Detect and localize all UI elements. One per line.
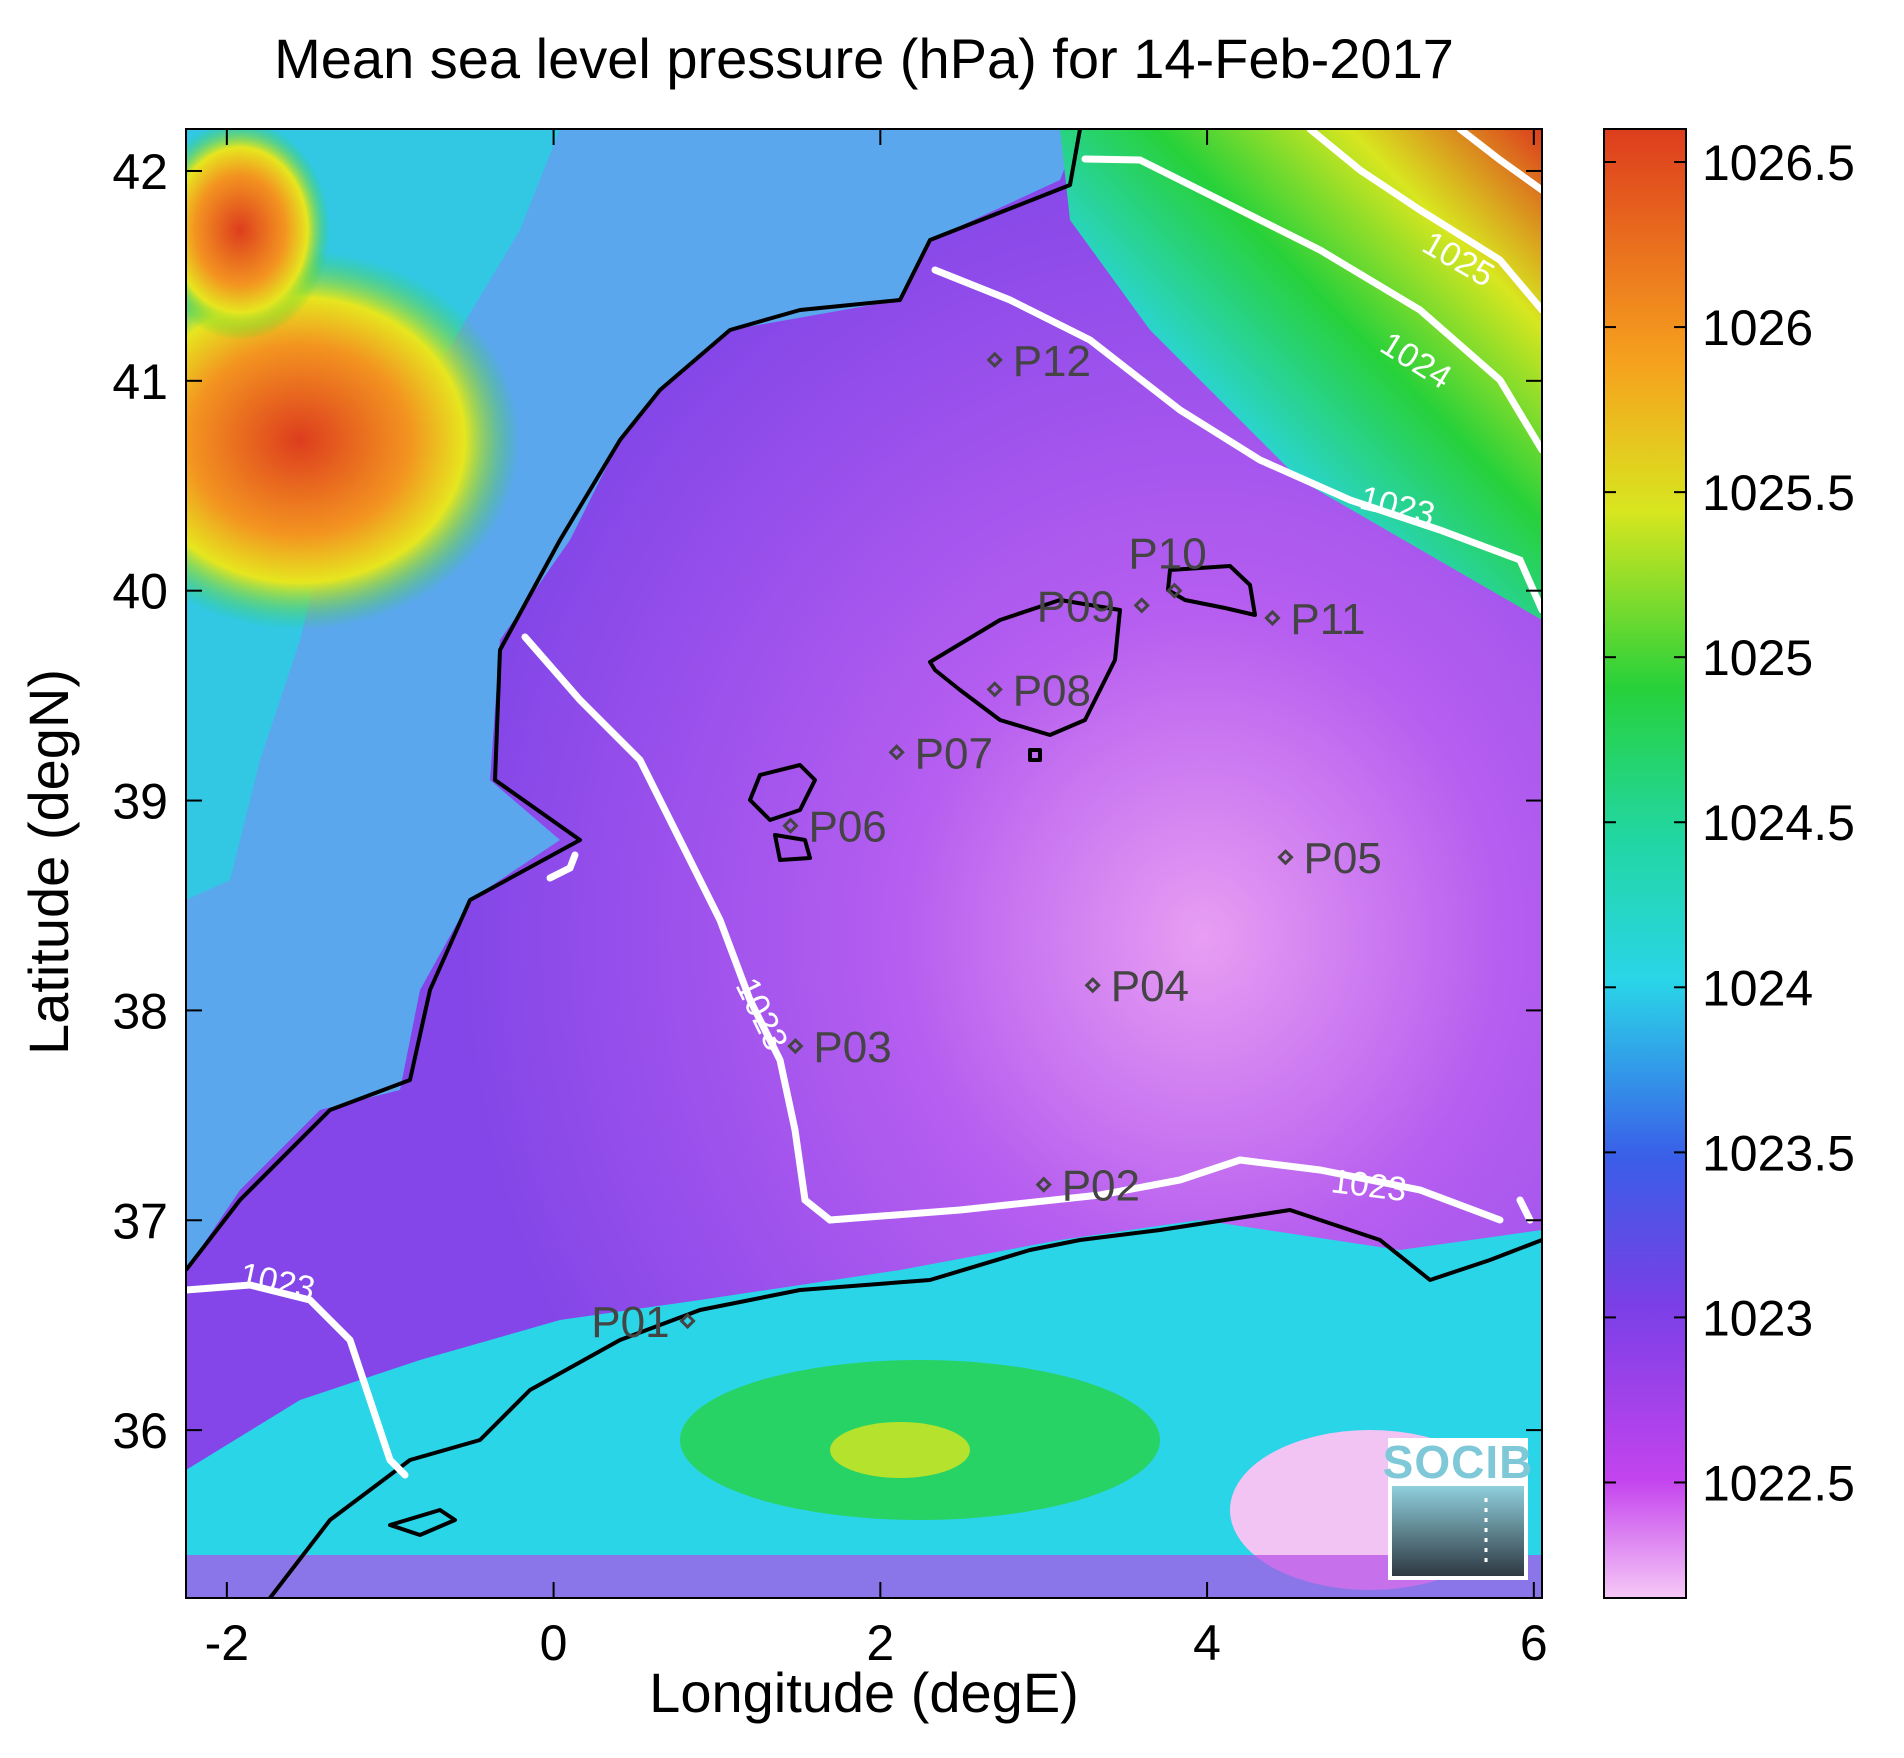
alboran-island: [388, 1508, 457, 1537]
y-tick-label: 37: [112, 1193, 168, 1249]
station-marker-p07: [888, 744, 905, 761]
x-axis: -2 0 2 4 6: [205, 129, 1548, 1671]
colorbar-tick-label: 1023: [1702, 1290, 1813, 1346]
ibiza: [748, 763, 817, 822]
colorbar-tick-label: 1026: [1702, 300, 1813, 356]
colorbar-tick-label: 1024.5: [1702, 795, 1855, 851]
iberia-high-2: [186, 129, 330, 340]
isobar-1023-west: [521, 633, 1504, 1224]
station-label-p06: P06: [808, 803, 886, 852]
x-axis-label: Longitude (degE): [649, 1661, 1079, 1724]
isobar-1023-coast: [546, 851, 579, 882]
colorbar-fill: [1603, 128, 1687, 1599]
isobar-1023-sw: [186, 1281, 409, 1479]
station-points: P01 P02 P03 P04 P05 P06 P07 P08 P09 P10 P11 P12: [591, 337, 1382, 1347]
station-label-p09: P09: [1037, 582, 1115, 631]
station-label-p01: P01: [591, 1298, 669, 1347]
chart-title: Mean sea level pressure (hPa) for 14-Feb…: [274, 27, 1454, 90]
y-tick-label: 40: [112, 564, 168, 620]
station-marker-p01: [679, 1312, 696, 1330]
colorbar: 1022.5 1023 1023.5 1024 1024.5 1025 1025.5 1026…: [1603, 128, 1855, 1599]
y-axis: 36 37 38 39 40 41 42: [112, 144, 1542, 1459]
station-marker-p02: [1035, 1176, 1052, 1193]
logo-text: SOCIB: [1383, 1436, 1534, 1488]
x-tick-label: -2: [205, 1615, 249, 1671]
y-axis-label: Latitude (degN): [17, 669, 80, 1055]
coastlines: [186, 129, 1542, 1598]
isobar-label-1023-south: 1023: [1329, 1162, 1409, 1209]
station-label-p11: P11: [1290, 595, 1365, 644]
station-marker-p09: [1133, 597, 1150, 614]
y-tick-label: 42: [112, 144, 168, 200]
y-tick-label: 41: [112, 354, 168, 410]
station-marker-p04: [1084, 977, 1101, 994]
station-marker-p12: [986, 351, 1003, 368]
isobars: [186, 129, 1542, 1479]
ne-gradient: [1060, 129, 1542, 620]
cabrera: [1028, 748, 1042, 762]
colorbar-tick-label: 1022.5: [1702, 1455, 1855, 1511]
map-frame: [185, 128, 1543, 1599]
station-label-p07: P07: [915, 729, 993, 778]
socib-logo: SOCIB: [1383, 1436, 1534, 1580]
isobar-1024: [1081, 155, 1542, 454]
y-tick-label: 36: [112, 1403, 168, 1459]
y-tick-label: 39: [112, 774, 168, 830]
station-label-p04: P04: [1111, 962, 1189, 1011]
isobar-1023-north: [931, 266, 1542, 614]
station-label-p12: P12: [1013, 337, 1091, 386]
x-tick-label: 6: [1520, 1615, 1548, 1671]
coastline-iberia: [186, 129, 1082, 1272]
logo-image: [1392, 1486, 1524, 1576]
colorbar-ticks: 1022.5 1023 1023.5 1024 1024.5 1025 1025.5 1026…: [1604, 135, 1855, 1511]
pressure-map: [186, 129, 1542, 1598]
station-label-p08: P08: [1013, 666, 1091, 715]
station-marker-p11: [1264, 609, 1281, 627]
x-tick-label: 2: [866, 1615, 894, 1671]
x-tick-label: 4: [1193, 1615, 1221, 1671]
africa-yellow: [830, 1422, 970, 1478]
station-label-p02: P02: [1062, 1162, 1140, 1211]
colorbar-tick-label: 1025.5: [1702, 465, 1855, 521]
station-marker-p05: [1277, 849, 1294, 866]
station-marker-p08: [986, 681, 1003, 698]
isobar-1025: [1306, 129, 1542, 314]
colorbar-tick-label: 1024: [1702, 960, 1813, 1016]
mallorca: [928, 598, 1122, 737]
colorbar-tick-label: 1026.5: [1702, 135, 1855, 191]
isobar-1023-se: [1516, 1196, 1534, 1224]
y-tick-label: 38: [112, 983, 168, 1039]
station-label-p10: P10: [1128, 530, 1206, 579]
isobar-1025-ne: [1456, 129, 1542, 194]
station-marker-p06: [782, 817, 799, 834]
iberia-high: [186, 250, 520, 630]
colorbar-tick-label: 1023.5: [1702, 1125, 1855, 1181]
station-marker-p03: [787, 1037, 804, 1055]
station-label-p05: P05: [1304, 834, 1382, 883]
x-tick-label: 0: [540, 1615, 568, 1671]
station-marker-p10: [1166, 582, 1183, 599]
colorbar-tick-label: 1025: [1702, 630, 1813, 686]
africa-low-bottom: [186, 1555, 1542, 1598]
formentera: [773, 833, 812, 862]
station-label-p03: P03: [813, 1023, 891, 1072]
coastline-africa: [268, 1208, 1542, 1598]
